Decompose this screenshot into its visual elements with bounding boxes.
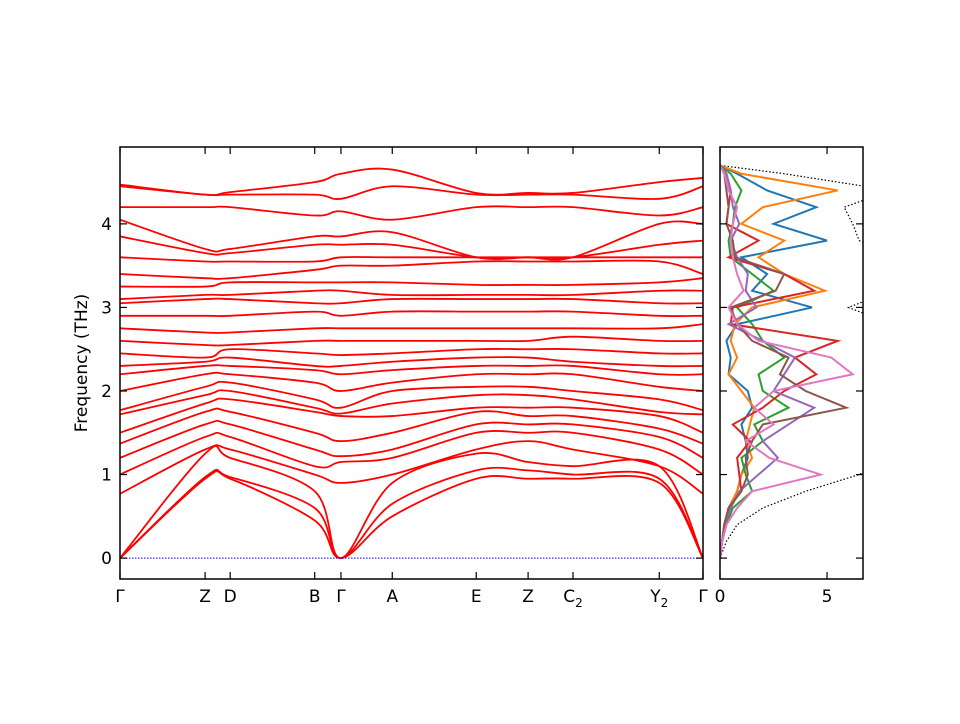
x-tick-label: Z <box>522 587 534 607</box>
band-line-10 <box>120 371 703 392</box>
band-line-21 <box>120 256 703 263</box>
x-tick-label: B <box>309 587 321 607</box>
partial-dos-line-4 <box>720 164 817 559</box>
x-tick-label: A <box>386 587 398 607</box>
band-line-0 <box>120 470 703 560</box>
y-tick-label: 4 <box>101 215 112 235</box>
x-tick-label: Y2 <box>649 587 668 610</box>
band-line-15 <box>120 323 703 334</box>
band-line-4 <box>120 430 703 476</box>
band-line-16 <box>120 310 703 317</box>
band-line-23 <box>120 218 703 261</box>
band-line-6 <box>120 407 703 445</box>
x-tick-label: D <box>224 587 237 607</box>
band-line-11 <box>120 364 703 376</box>
band-line-24 <box>120 205 703 221</box>
x-tick-label: E <box>471 587 482 607</box>
band-line-7 <box>120 397 703 434</box>
partial-dos-line-1 <box>720 164 838 559</box>
dos-x-tick-label: 0 <box>715 587 726 607</box>
band-line-2 <box>120 445 703 560</box>
x-tick-label: Γ <box>336 587 346 607</box>
x-tick-label: Z <box>199 587 211 607</box>
band-line-12 <box>120 356 703 368</box>
band-line-13 <box>120 348 703 359</box>
band-line-19 <box>120 277 703 288</box>
band-line-18 <box>120 289 703 300</box>
band-line-9 <box>120 380 703 412</box>
band-line-20 <box>120 259 703 280</box>
y-tick-label: 2 <box>101 382 112 402</box>
band-axes-frame <box>119 146 704 580</box>
band-line-5 <box>120 419 703 459</box>
y-axis-label: Frequency (THz) <box>72 294 92 433</box>
y-tick-label: 1 <box>101 466 112 486</box>
x-tick-label: Γ <box>698 587 708 607</box>
band-line-3 <box>120 440 703 495</box>
y-tick-label: 0 <box>101 549 112 569</box>
band-line-26 <box>120 167 703 196</box>
y-tick-label: 3 <box>101 298 112 318</box>
band-line-8 <box>120 389 703 416</box>
x-tick-label: Γ <box>115 587 125 607</box>
band-line-14 <box>120 335 703 347</box>
band-line-1 <box>120 466 703 560</box>
x-tick-label: C2 <box>563 587 583 610</box>
dos-axes-frame <box>719 146 864 580</box>
dos-x-tick-label: 5 <box>822 587 833 607</box>
band-line-22 <box>120 235 703 260</box>
band-line-17 <box>120 297 703 305</box>
partial-dos-line-6 <box>720 164 856 559</box>
